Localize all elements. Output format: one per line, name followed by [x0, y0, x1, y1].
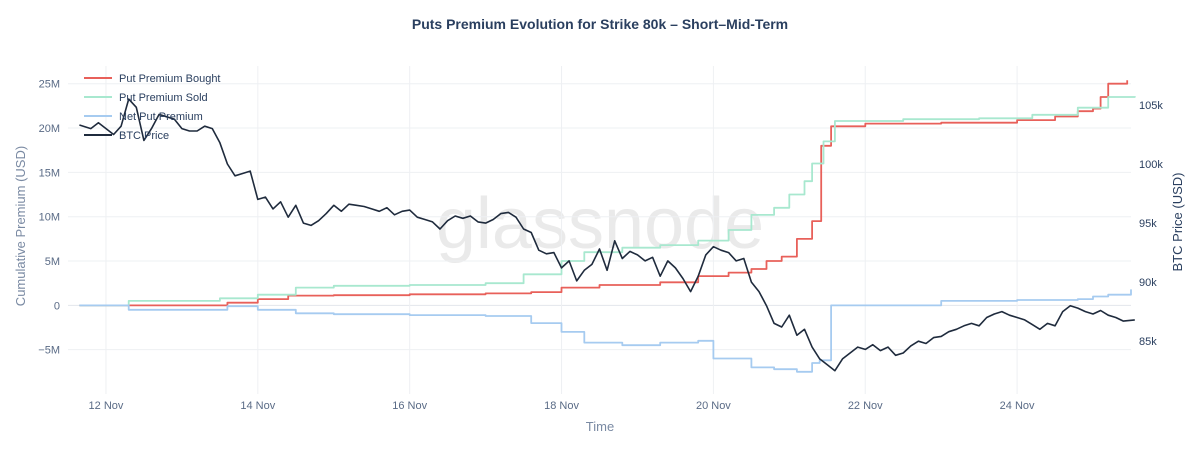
legend-label: Net Put Premium — [119, 111, 203, 123]
y-right-tick-label: 90k — [1139, 277, 1157, 289]
series-line-net-put-premium — [79, 289, 1132, 373]
legend: Put Premium Bought Put Premium Sold Net Pu… — [84, 73, 221, 142]
series-line-btc-price — [79, 98, 1135, 372]
series-line-put-premium-sold — [79, 96, 1136, 307]
series-lines — [79, 80, 1136, 373]
y-axis-right-title: BTC Price (USD) — [1170, 173, 1185, 272]
y-right-tick-label: 100k — [1139, 159, 1163, 171]
y-left-tick-label: 10M — [39, 212, 60, 224]
y-axis-left-title: Cumulative Premium (USD) — [13, 146, 28, 306]
y-left-tick-label: −5M — [38, 345, 60, 357]
x-tick-label: 16 Nov — [392, 400, 427, 412]
series-line-put-premium-bought — [79, 80, 1129, 307]
y-left-tick-label: 5M — [45, 256, 60, 268]
y-left-tick-label: 0 — [54, 300, 60, 312]
x-tick-label: 22 Nov — [848, 400, 883, 412]
x-tick-label: 14 Nov — [240, 400, 275, 412]
legend-label: Put Premium Sold — [119, 92, 208, 104]
x-tick-label: 12 Nov — [89, 400, 124, 412]
chart-title: Puts Premium Evolution for Strike 80k – … — [412, 16, 788, 32]
y-axis-right: 85k 90k 95k 100k 105k — [1139, 100, 1163, 348]
legend-label: BTC Price — [119, 130, 169, 142]
y-right-tick-label: 105k — [1139, 100, 1163, 112]
x-tick-label: 18 Nov — [544, 400, 579, 412]
y-right-tick-label: 85k — [1139, 336, 1157, 348]
x-tick-label: 20 Nov — [696, 400, 731, 412]
gridlines — [68, 66, 1131, 394]
y-left-tick-label: 20M — [39, 123, 60, 135]
x-tick-label: 24 Nov — [1000, 400, 1035, 412]
y-left-tick-label: 25M — [39, 79, 60, 91]
x-axis-title: Time — [586, 419, 614, 434]
y-axis-left: −5M 0 5M 10M 15M 20M 25M — [38, 79, 60, 357]
legend-label: Put Premium Bought — [119, 73, 221, 85]
y-right-tick-label: 95k — [1139, 218, 1157, 230]
y-left-tick-label: 15M — [39, 167, 60, 179]
x-axis: 12 Nov 14 Nov 16 Nov 18 Nov 20 Nov 22 Nov 24 N… — [89, 400, 1035, 412]
